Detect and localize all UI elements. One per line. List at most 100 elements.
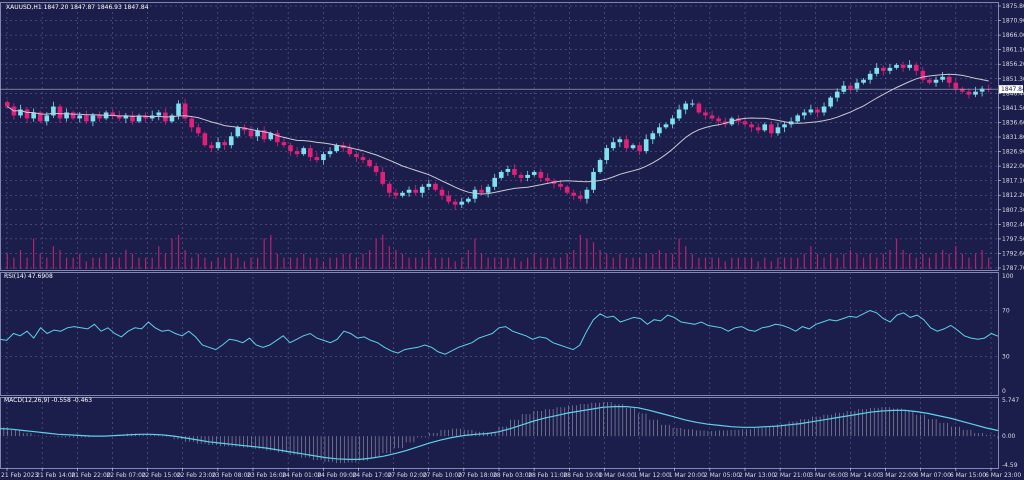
time-tick-label: 2 Mar 13:00 bbox=[739, 472, 775, 479]
bear-candle bbox=[4, 102, 10, 107]
bull-candle bbox=[77, 115, 83, 119]
bear-candle bbox=[769, 124, 774, 134]
bull-candle bbox=[808, 109, 814, 113]
chart-grid bbox=[0, 2, 999, 469]
bear-candle bbox=[24, 109, 30, 119]
rsi-tick-label: 0 bbox=[1002, 388, 1006, 395]
bear-candle bbox=[518, 174, 524, 178]
bear-candle bbox=[196, 127, 201, 134]
price-tick-label: 1807.30 bbox=[1002, 207, 1024, 214]
bear-candle bbox=[57, 106, 63, 119]
rsi-header: RSI(14) 47.6908 bbox=[4, 273, 53, 280]
bull-candle bbox=[801, 112, 807, 116]
bear-candle bbox=[439, 189, 445, 196]
bull-candle bbox=[867, 73, 873, 80]
bull-candle bbox=[492, 177, 498, 187]
bull-candle bbox=[235, 127, 241, 137]
bear-candle bbox=[558, 183, 563, 187]
time-tick-label: 23 Feb 08:00 bbox=[212, 472, 252, 479]
bull-candle bbox=[973, 91, 978, 95]
bear-candle bbox=[222, 142, 227, 146]
rsi-panel[interactable] bbox=[0, 309, 999, 355]
bull-candle bbox=[31, 112, 36, 119]
bear-candle bbox=[913, 64, 919, 71]
macd-panel[interactable] bbox=[0, 402, 1007, 464]
rsi-tick-label: 100 bbox=[1002, 273, 1014, 280]
rsi-tick-label: 30 bbox=[1002, 354, 1010, 361]
time-tick-label: 2 Mar 21:00 bbox=[774, 472, 810, 479]
bear-candle bbox=[571, 192, 577, 196]
bull-candle bbox=[505, 168, 511, 172]
time-tick-label: 22 Feb 15:00 bbox=[142, 472, 182, 479]
bear-candle bbox=[755, 127, 761, 131]
time-tick-label: 21 Feb 22:00 bbox=[71, 472, 111, 479]
bull-candle bbox=[136, 115, 142, 122]
bull-candle bbox=[841, 85, 847, 92]
bull-candle bbox=[690, 103, 695, 105]
bear-candle bbox=[709, 115, 715, 119]
bear-candle bbox=[966, 91, 972, 95]
time-tick-label: 22 Feb 23:00 bbox=[177, 472, 217, 479]
price-candles[interactable] bbox=[4, 60, 992, 210]
price-tick-label: 1861.10 bbox=[1002, 47, 1024, 54]
bull-candle bbox=[657, 127, 662, 134]
bear-candle bbox=[393, 192, 399, 196]
bear-candle bbox=[143, 115, 148, 119]
time-tick-label: 28 Feb 19:00 bbox=[563, 472, 603, 479]
bull-candle bbox=[531, 171, 537, 175]
bear-candle bbox=[387, 183, 392, 193]
bull-candle bbox=[156, 112, 162, 116]
bear-candle bbox=[696, 103, 702, 113]
bull-candle bbox=[795, 115, 800, 122]
time-tick-label: 27 Feb 18:00 bbox=[458, 472, 498, 479]
bull-candle bbox=[334, 145, 339, 152]
bear-candle bbox=[248, 130, 254, 137]
time-tick-label: 22 Feb 07:00 bbox=[106, 472, 146, 479]
bull-candle bbox=[630, 145, 636, 149]
bull-candle bbox=[255, 130, 260, 137]
bear-candle bbox=[380, 171, 386, 184]
bull-candle bbox=[933, 79, 939, 83]
macd-tick-label: 0.00 bbox=[1002, 433, 1016, 440]
bull-candle bbox=[466, 198, 471, 202]
symbol-header: XAUUSD,H1 1847.20 1847.87 1846.93 1847.8… bbox=[6, 4, 149, 11]
price-tick-label: 1831.80 bbox=[1002, 134, 1024, 141]
rsi-line bbox=[0, 309, 999, 355]
bear-candle bbox=[373, 165, 379, 172]
bear-candle bbox=[281, 142, 287, 146]
bull-candle bbox=[268, 133, 274, 140]
bull-candle bbox=[597, 160, 603, 172]
bull-candle bbox=[426, 183, 432, 187]
bear-candle bbox=[749, 124, 754, 128]
bear-candle bbox=[294, 151, 300, 155]
price-tick-label: 1802.40 bbox=[1002, 221, 1024, 228]
price-tick-label: 1870.90 bbox=[1002, 18, 1024, 25]
macd-tick-label: 5.747 bbox=[1002, 397, 1019, 404]
bear-candle bbox=[209, 145, 214, 149]
macd-header: MACD(12,26,9) -0.558 -0.463 bbox=[4, 397, 92, 404]
bear-candle bbox=[110, 112, 115, 116]
bear-candle bbox=[202, 133, 208, 146]
bull-candle bbox=[400, 192, 405, 196]
bear-candle bbox=[946, 76, 952, 83]
time-tick-label: 3 Mar 14:00 bbox=[844, 472, 880, 479]
bear-candle bbox=[360, 157, 366, 161]
bull-candle bbox=[327, 151, 333, 155]
bear-candle bbox=[927, 79, 932, 83]
bull-candle bbox=[874, 67, 880, 74]
macd-signal-line bbox=[0, 406, 999, 460]
bull-candle bbox=[90, 115, 96, 122]
bull-candle bbox=[762, 124, 768, 131]
bull-candle bbox=[51, 106, 56, 116]
panel-frame bbox=[0, 397, 999, 469]
time-tick-label: 6 Mar 15:00 bbox=[950, 472, 986, 479]
bear-candle bbox=[189, 118, 195, 128]
time-tick-label: 24 Feb 01:00 bbox=[282, 472, 322, 479]
bull-candle bbox=[604, 148, 609, 161]
bear-candle bbox=[275, 133, 280, 143]
price-tick-label: 1836.60 bbox=[1002, 119, 1024, 126]
bear-candle bbox=[960, 88, 965, 92]
bear-candle bbox=[347, 148, 353, 155]
